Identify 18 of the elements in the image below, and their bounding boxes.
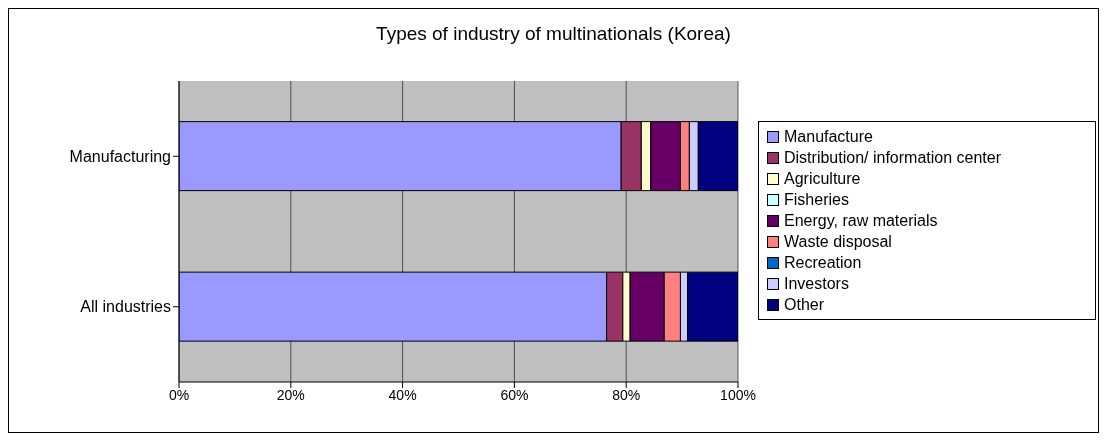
x-tick-label: 0% bbox=[168, 386, 190, 403]
legend-label: Fisheries bbox=[784, 190, 849, 210]
y-tick-label: Manufacturing bbox=[69, 147, 171, 165]
legend-label: Energy, raw materials bbox=[784, 211, 938, 231]
x-tick-label: 100% bbox=[720, 386, 756, 403]
legend-label: Distribution/ information center bbox=[784, 148, 1001, 168]
x-tick-label: 40% bbox=[388, 386, 417, 403]
legend-label: Recreation bbox=[784, 253, 862, 273]
x-tick-label: 80% bbox=[612, 386, 641, 403]
legend-label: Manufacture bbox=[784, 127, 873, 147]
x-tick-label: 20% bbox=[276, 386, 305, 403]
y-tick-label: All industries bbox=[80, 298, 171, 316]
x-tick-label: 60% bbox=[500, 386, 529, 403]
legend-label: Investors bbox=[784, 274, 849, 294]
legend-label: Waste disposal bbox=[784, 232, 892, 252]
legend-label: Other bbox=[784, 295, 825, 315]
legend-label: Agriculture bbox=[784, 169, 861, 189]
chart-title: Types of industry of multinationals (Korea) bbox=[375, 23, 732, 45]
